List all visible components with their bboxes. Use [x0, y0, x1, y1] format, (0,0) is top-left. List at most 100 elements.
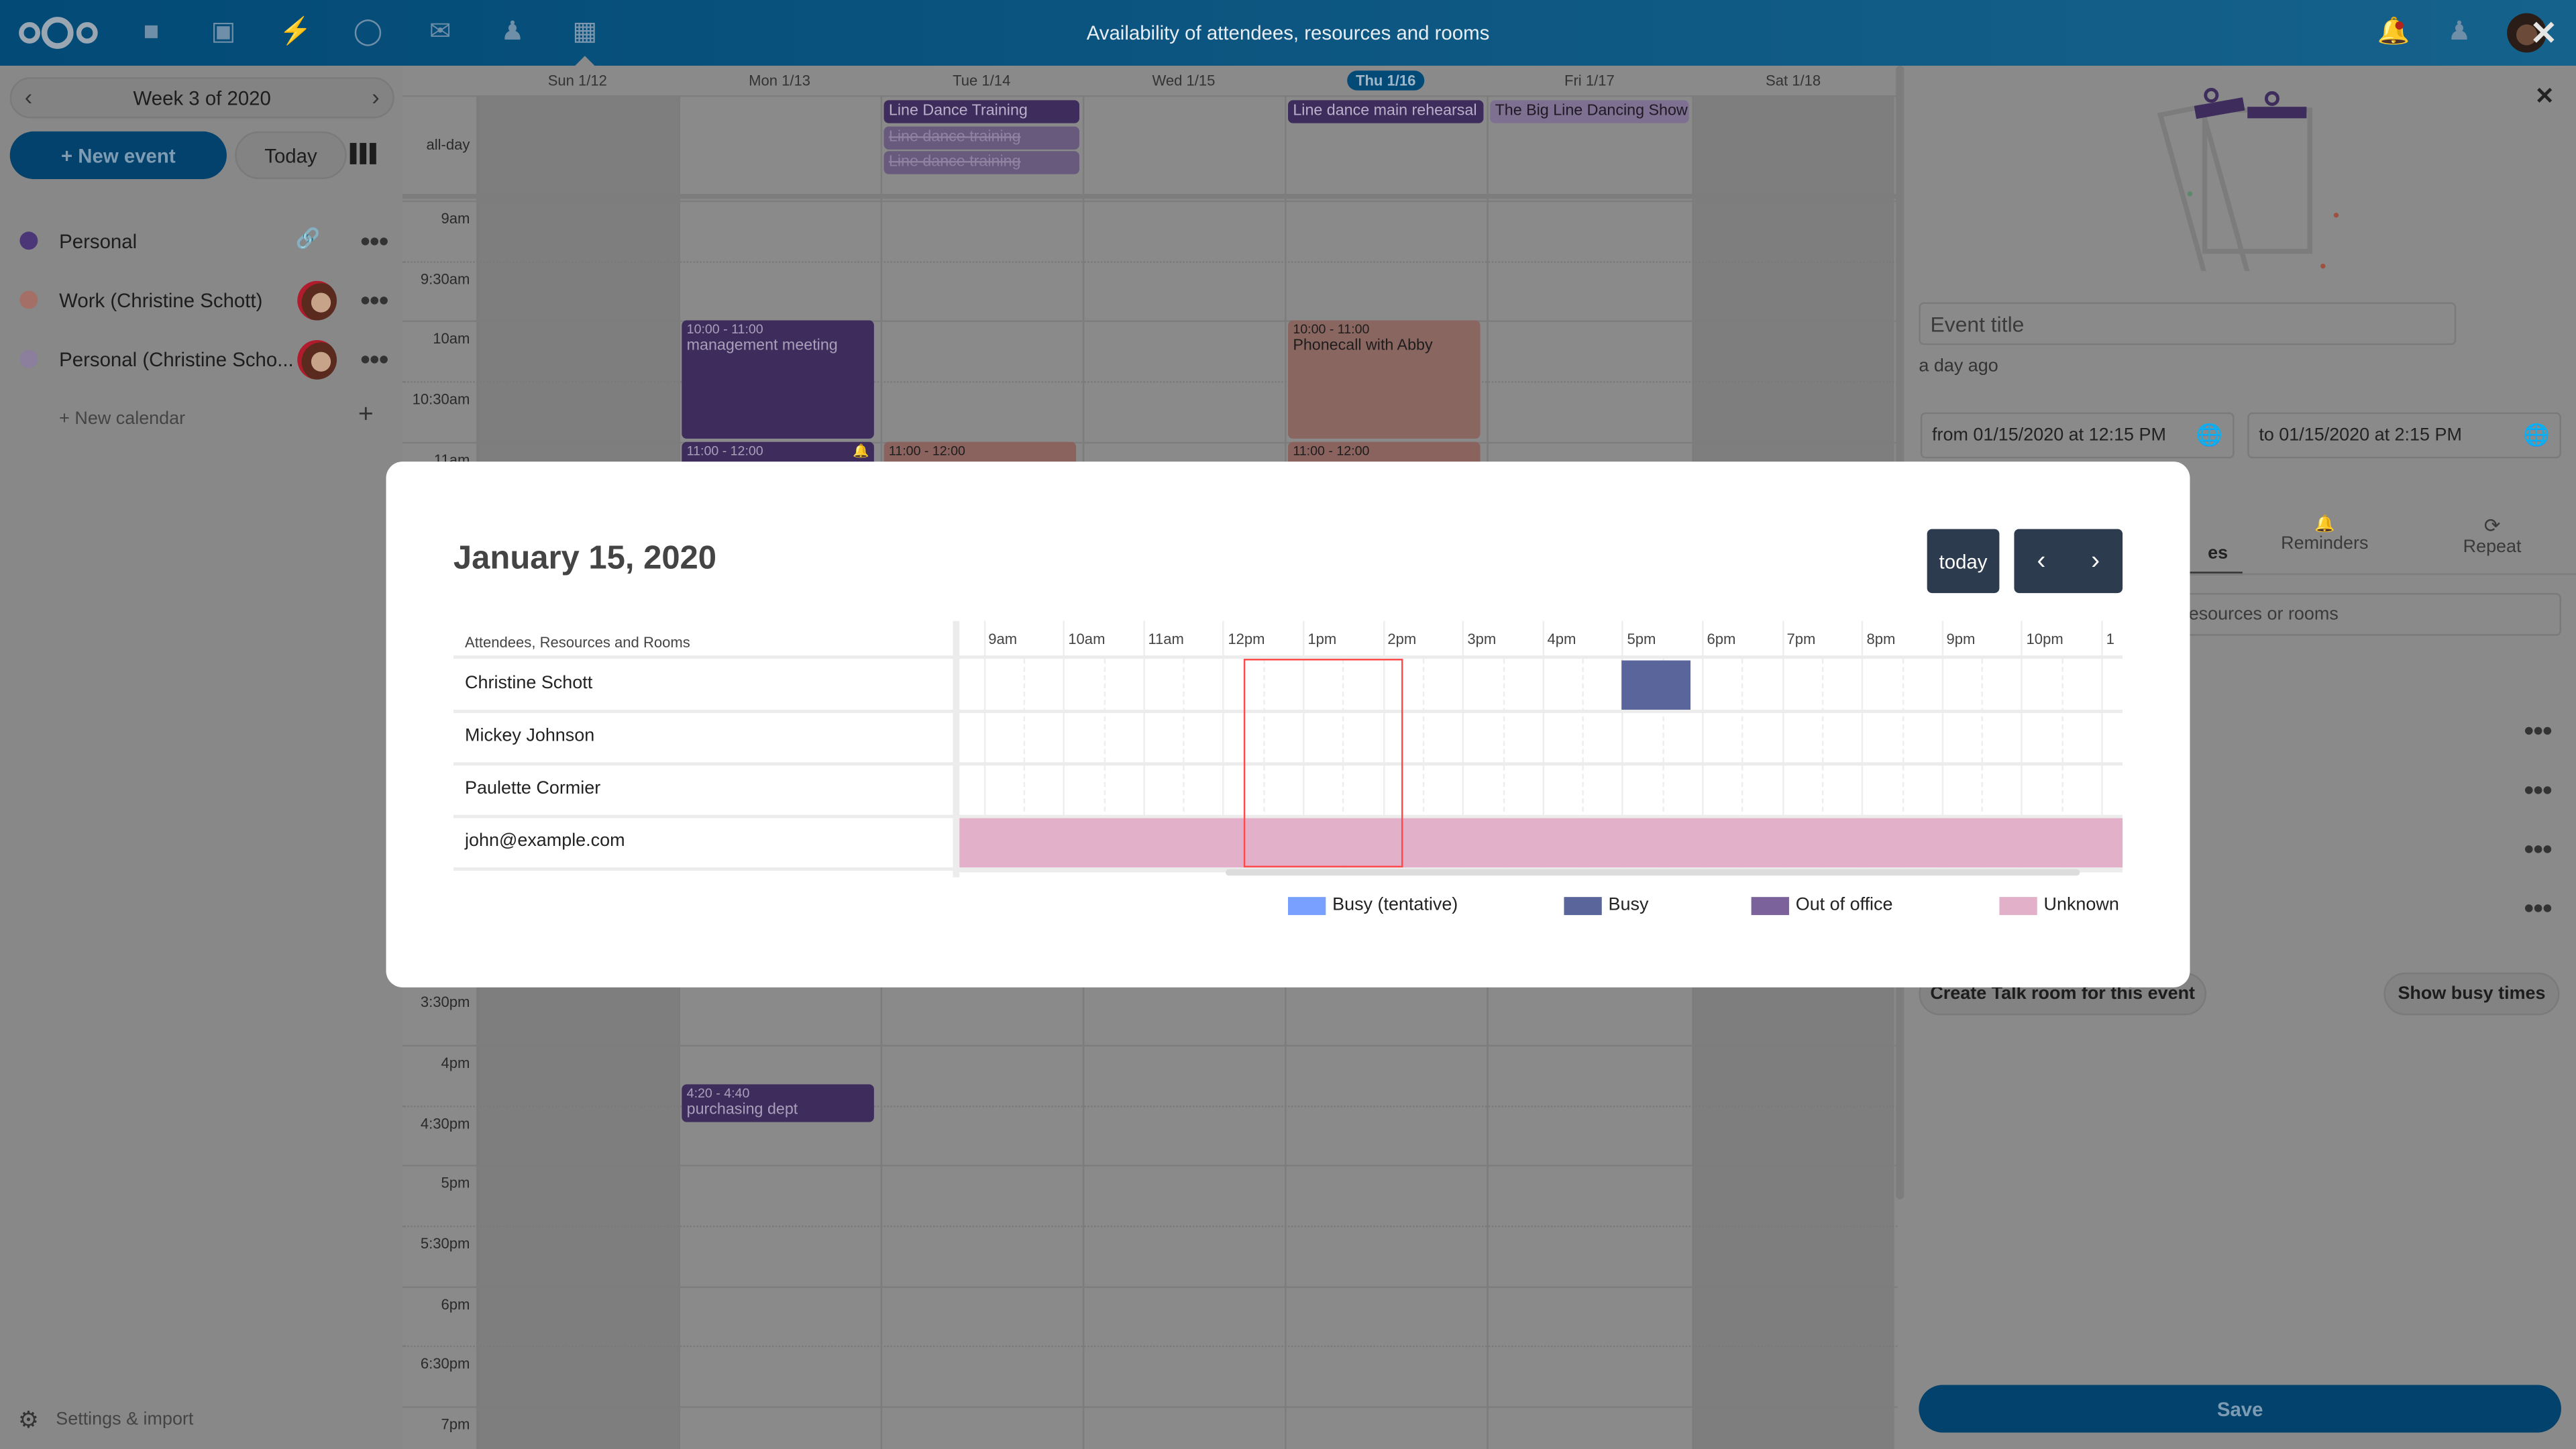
- show-busy-times-button[interactable]: Show busy times: [2383, 972, 2560, 1016]
- time-label: 4:30pm: [420, 1114, 470, 1132]
- time-label: 9am: [441, 210, 470, 227]
- hour-line: [1063, 621, 1065, 871]
- start-datetime-input[interactable]: from 01/15/2020 at 12:15 PM 🌐: [1920, 412, 2235, 459]
- user-avatar[interactable]: [2507, 13, 2546, 53]
- next-week-icon[interactable]: ›: [372, 83, 380, 111]
- event-title: purchasing dept: [686, 1101, 798, 1120]
- allday-event[interactable]: Line Dance Training: [883, 100, 1079, 123]
- legend-swatch: [1288, 896, 1326, 914]
- time-label: 5:30pm: [420, 1235, 470, 1252]
- photos-icon[interactable]: ▣: [211, 17, 236, 46]
- attendee-name: Paulette Cormier: [465, 778, 601, 799]
- day-header[interactable]: Sat 1/18: [1692, 66, 1894, 95]
- calendar-event[interactable]: 4:20 - 4:40 purchasing dept: [682, 1084, 874, 1122]
- time-slot-line: [402, 321, 1898, 323]
- time-label: 4pm: [441, 1054, 470, 1071]
- top-bar: ■ ▣ ⚡ ◯ ✉ ♟ ▦ Availability of attendees,…: [0, 0, 2576, 66]
- allday-event[interactable]: Line dance training: [883, 125, 1079, 149]
- day-header[interactable]: Wed 1/15: [1083, 66, 1285, 95]
- allday-event[interactable]: The Big Line Dancing Show: [1490, 100, 1689, 123]
- hour-label: 1: [2106, 631, 2114, 647]
- calendar-label: Personal: [59, 229, 138, 254]
- horizontal-scrollbar[interactable]: [1225, 869, 2080, 876]
- tab-reminders[interactable]: 🔔 Reminders: [2259, 516, 2390, 553]
- legend-label: Unknown: [2043, 895, 2119, 916]
- calendar-item[interactable]: Personal (Christine Scho... ●●●: [0, 339, 402, 380]
- day-header[interactable]: Thu 1/16: [1285, 66, 1487, 95]
- tab-repeat[interactable]: ⟳ Repeat: [2426, 515, 2558, 557]
- event-title: management meeting: [686, 337, 838, 356]
- day-header[interactable]: Tue 1/14: [881, 66, 1083, 95]
- attendee-actions-icon[interactable]: ●●●: [2523, 898, 2553, 918]
- day-header[interactable]: Fri 1/17: [1487, 66, 1692, 95]
- end-datetime-input[interactable]: to 01/15/2020 at 2:15 PM 🌐: [2247, 412, 2561, 459]
- close-panel-icon[interactable]: ✕: [2534, 82, 2555, 109]
- column-resizer[interactable]: [953, 621, 960, 877]
- mail-icon[interactable]: ✉: [429, 17, 451, 46]
- hour-line: [1222, 621, 1225, 871]
- legend-swatch: [1999, 896, 2037, 914]
- attendee-actions-icon[interactable]: ●●●: [2523, 780, 2553, 800]
- files-icon[interactable]: ■: [143, 17, 160, 46]
- contacts-icon[interactable]: ♟: [500, 17, 525, 46]
- legend-label: Out of office: [1795, 895, 1893, 916]
- activity-icon[interactable]: ⚡: [279, 17, 313, 46]
- calendar-actions-icon[interactable]: ●●●: [360, 231, 389, 252]
- talk-icon[interactable]: ◯: [353, 17, 383, 46]
- next-day-icon[interactable]: ›: [2091, 546, 2100, 574]
- link-icon[interactable]: 🔗: [295, 226, 321, 250]
- hour-label: 9pm: [1946, 631, 1976, 647]
- week-label[interactable]: Week 3 of 2020: [133, 86, 271, 109]
- calendar-actions-icon[interactable]: ●●●: [360, 290, 389, 311]
- attendee-search-input[interactable]: s, resources or rooms: [2152, 593, 2561, 636]
- settings-import-link[interactable]: Settings & import: [56, 1409, 194, 1430]
- allday-event[interactable]: Line dance training: [883, 151, 1079, 174]
- hour-label: 1pm: [1307, 631, 1337, 647]
- hour-line: [1862, 621, 1864, 871]
- legend-item: Unknown: [1999, 895, 2119, 916]
- globe-icon[interactable]: 🌐: [2523, 422, 2550, 447]
- day-header-label: Thu 1/16: [1347, 70, 1424, 91]
- calendar-icon[interactable]: ▦: [572, 17, 598, 46]
- legend-label: Busy: [1608, 895, 1649, 916]
- save-button[interactable]: Save: [1919, 1385, 2561, 1433]
- day-header[interactable]: Sun 1/12: [476, 66, 678, 95]
- contacts-menu-icon[interactable]: ♟: [2447, 17, 2471, 46]
- today-button[interactable]: today: [1927, 529, 2000, 594]
- notifications-icon[interactable]: 🔔: [2377, 17, 2410, 46]
- event-time: 11:00 - 12:00: [1293, 443, 1370, 458]
- attendee-actions-icon[interactable]: ●●●: [2523, 721, 2553, 741]
- today-button[interactable]: Today: [235, 131, 347, 179]
- attendee-actions-icon[interactable]: ●●●: [2523, 839, 2553, 859]
- view-switcher-icon[interactable]: [350, 143, 376, 164]
- selected-time-range[interactable]: [1242, 659, 1403, 868]
- active-app-indicator: [575, 56, 595, 66]
- nextcloud-logo[interactable]: [16, 15, 101, 51]
- new-event-button[interactable]: + New event: [9, 131, 227, 179]
- gear-icon[interactable]: ⚙: [17, 1406, 39, 1433]
- app-navigation: ‹ Week 3 of 2020 › + New event Today Per…: [0, 65, 403, 1449]
- calendar-item[interactable]: Work (Christine Schott) ●●●: [0, 280, 402, 321]
- empty-event-illustration: [2157, 88, 2339, 272]
- tab-attendees[interactable]: es: [2208, 543, 2229, 564]
- calendar-item[interactable]: Personal 🔗 ●●●: [0, 222, 402, 262]
- globe-icon[interactable]: 🌐: [2196, 422, 2223, 447]
- calendar-event[interactable]: 10:00 - 11:00 management meeting: [682, 321, 874, 439]
- event-time: 11:00 - 12:00: [686, 443, 763, 458]
- event-time: 11:00 - 12:00: [888, 443, 965, 458]
- allday-event[interactable]: Line dance main rehearsal: [1288, 100, 1484, 123]
- hour-label: 12pm: [1228, 631, 1265, 647]
- day-header[interactable]: Mon 1/13: [678, 66, 880, 95]
- calendar-event[interactable]: 10:00 - 11:00 Phonecall with Abby: [1288, 321, 1481, 439]
- calendar-actions-icon[interactable]: ●●●: [360, 350, 389, 370]
- previous-week-icon[interactable]: ‹: [24, 83, 33, 111]
- event-title-input[interactable]: Event title: [1919, 302, 2457, 345]
- close-icon[interactable]: ✕: [2530, 16, 2558, 53]
- add-calendar-icon[interactable]: +: [358, 400, 374, 429]
- new-calendar-button[interactable]: + New calendar: [59, 409, 186, 429]
- freebusy-block-busy: [1622, 660, 1690, 710]
- time-slot-line: [402, 200, 1898, 203]
- previous-day-icon[interactable]: ‹: [2037, 546, 2046, 574]
- legend-label: Busy (tentative): [1332, 895, 1458, 916]
